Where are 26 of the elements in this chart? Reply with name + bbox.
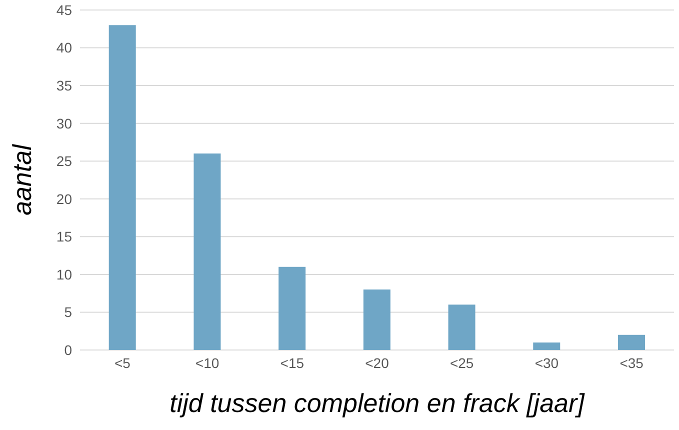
x-tick-label: <10	[195, 354, 220, 371]
y-tick-label: 40	[56, 40, 72, 56]
x-tick-label: <15	[280, 354, 304, 371]
y-tick-label: 20	[56, 190, 72, 207]
bar	[108, 25, 136, 350]
y-axis-title: aantal	[7, 143, 38, 216]
y-tick-label: 35	[56, 78, 72, 94]
bar	[278, 266, 306, 350]
bar	[533, 342, 560, 350]
x-axis-title: tijd tussen completion en frack [jaar]	[170, 388, 586, 418]
bar	[448, 304, 476, 350]
x-tick-label: <20	[365, 354, 390, 371]
y-tick-label: 15	[56, 228, 72, 245]
bar	[618, 334, 645, 350]
bar	[194, 154, 221, 350]
x-tick-label: <35	[620, 354, 644, 371]
y-tick-label: 30	[56, 115, 72, 132]
y-tick-label: 25	[56, 153, 72, 170]
y-tick-label: 10	[56, 266, 72, 282]
x-tick-label: <30	[534, 354, 559, 371]
bar	[363, 290, 390, 350]
x-tick-label: <25	[450, 354, 474, 371]
x-tick-label: <5	[114, 354, 131, 371]
y-tick-label: 45	[56, 2, 72, 18]
y-tick-label: 0	[64, 342, 72, 358]
y-tick-label: 5	[64, 304, 72, 320]
